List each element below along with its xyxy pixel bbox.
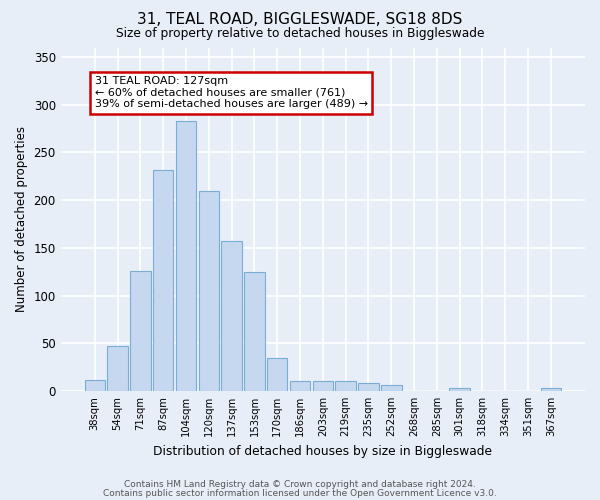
Bar (313, 382, 333, 391)
Y-axis label: Number of detached properties: Number of detached properties (15, 126, 28, 312)
Bar (335, 382, 356, 391)
Bar (130, 270, 151, 391)
Bar (358, 384, 379, 391)
Bar (85, 380, 105, 391)
Bar (107, 346, 128, 391)
Text: 31, TEAL ROAD, BIGGLESWADE, SG18 8DS: 31, TEAL ROAD, BIGGLESWADE, SG18 8DS (137, 12, 463, 28)
Bar (221, 241, 242, 391)
Bar (153, 170, 173, 391)
Text: Size of property relative to detached houses in Biggleswade: Size of property relative to detached ho… (116, 28, 484, 40)
Bar (176, 121, 196, 391)
Bar (199, 190, 219, 391)
Bar (381, 385, 401, 391)
X-axis label: Distribution of detached houses by size in Biggleswade: Distribution of detached houses by size … (154, 444, 493, 458)
Text: 31 TEAL ROAD: 127sqm
← 60% of detached houses are smaller (761)
39% of semi-deta: 31 TEAL ROAD: 127sqm ← 60% of detached h… (95, 76, 368, 110)
Bar (244, 272, 265, 391)
Text: Contains HM Land Registry data © Crown copyright and database right 2024.: Contains HM Land Registry data © Crown c… (124, 480, 476, 489)
Bar (267, 358, 287, 391)
Bar (449, 388, 470, 391)
Text: Contains public sector information licensed under the Open Government Licence v3: Contains public sector information licen… (103, 488, 497, 498)
Bar (290, 382, 310, 391)
Bar (541, 388, 561, 391)
